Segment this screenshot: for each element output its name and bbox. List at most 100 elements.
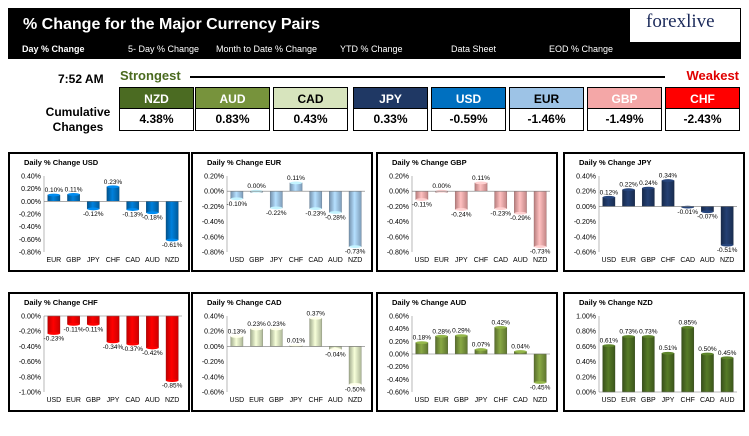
weakest-label: Weakest	[686, 68, 739, 83]
currency-tile-eur: EUR -1.46%	[509, 87, 584, 131]
data-label: 0.13%	[228, 329, 247, 336]
x-tick-label: CHF	[309, 397, 323, 404]
data-label: -0.10%	[227, 201, 248, 208]
bar-cap	[701, 352, 714, 356]
y-tick-label: 0.00%	[204, 189, 224, 196]
y-tick-label: -0.40%	[574, 234, 596, 241]
bar-cap	[642, 186, 655, 190]
data-label: -0.24%	[451, 211, 472, 218]
x-tick-label: GBP	[86, 397, 101, 404]
chart-title: Daily % Change EUR	[207, 158, 282, 167]
bar-cap	[602, 195, 615, 199]
bar-cap	[642, 335, 655, 338]
tab-eod-change[interactable]: EOD % Change	[549, 44, 614, 54]
bar-usd	[47, 315, 61, 334]
data-label: 0.28%	[432, 328, 451, 335]
bar-cap	[721, 356, 734, 360]
data-label: -0.23%	[490, 211, 511, 218]
x-tick-label: CHF	[681, 397, 695, 404]
bar-cap	[474, 348, 488, 351]
x-tick-label: CHF	[289, 257, 303, 264]
bar-cap	[270, 206, 283, 210]
bar-nzd	[348, 346, 362, 385]
data-label: -0.85%	[162, 383, 183, 390]
data-label: -0.11%	[64, 326, 84, 333]
x-tick-label: AUD	[145, 397, 160, 404]
x-tick-label: USD	[601, 397, 616, 404]
bar-cap	[494, 326, 507, 329]
data-label: 0.01%	[287, 338, 306, 345]
data-label: 0.18%	[413, 335, 432, 342]
bar-nzd	[533, 191, 547, 247]
data-label: 0.00%	[247, 183, 266, 190]
bar-cap	[106, 185, 120, 189]
timestamp: 7:52 AM	[58, 72, 104, 86]
currency-change-value: 0.83%	[195, 109, 270, 131]
bar-aud	[146, 315, 159, 349]
chart-title: Daily % Change JPY	[579, 158, 652, 167]
x-tick-label: JPY	[475, 397, 488, 404]
chart-chf: Daily % Change CHF 0.00% -0.20% -0.40% -0.60…	[8, 292, 190, 412]
y-tick-label: -0.40%	[202, 219, 224, 226]
forexlive-logo[interactable]: forexlive	[630, 9, 740, 43]
y-tick-label: -0.40%	[202, 374, 224, 381]
data-label: 0.00%	[432, 183, 451, 190]
y-tick-label: -0.80%	[387, 250, 409, 257]
data-label: 0.42%	[491, 319, 510, 326]
x-tick-label: USD	[414, 257, 429, 264]
tab-ytd[interactable]: YTD % Change	[340, 44, 403, 54]
bar-gbp	[269, 328, 283, 347]
bar-cad	[309, 191, 323, 209]
x-tick-label: NZD	[165, 397, 179, 404]
y-tick-label: -0.60%	[19, 237, 41, 244]
bar-cap	[87, 207, 100, 211]
bar-nzd	[348, 191, 362, 247]
tab-day-change[interactable]: Day % Change	[22, 44, 85, 54]
bar-cap	[329, 348, 342, 351]
tab-bar: Day % Change 5- Day % Change Month to Da…	[8, 42, 741, 59]
bar-cap	[602, 344, 615, 348]
x-tick-label: USD	[601, 257, 616, 264]
bar-cad	[701, 353, 714, 393]
y-tick-label: 0.20%	[389, 174, 409, 181]
data-label: 0.07%	[472, 342, 491, 349]
x-tick-label: AUD	[145, 257, 160, 264]
bar-cap	[349, 245, 362, 249]
bar-cap	[494, 207, 507, 211]
y-tick-label: -0.20%	[19, 329, 41, 336]
y-tick-label: 0.60%	[576, 344, 596, 351]
bar-usd	[415, 342, 429, 355]
y-tick-label: 0.80%	[576, 329, 596, 336]
bar-cap	[534, 245, 547, 249]
bar-cap	[166, 238, 179, 242]
data-label: 0.61%	[600, 338, 619, 345]
data-label: -0.37%	[122, 346, 143, 353]
bar-chf	[309, 318, 323, 347]
y-tick-label: -0.60%	[19, 359, 41, 366]
x-tick-label: CAD	[513, 397, 528, 404]
y-tick-label: 0.00%	[21, 199, 41, 206]
x-tick-label: GBP	[249, 257, 264, 264]
bar-gbp	[641, 336, 655, 393]
x-tick-label: GBP	[641, 397, 656, 404]
bar-cap	[250, 327, 263, 331]
currency-change-value: 4.38%	[119, 109, 194, 131]
data-label: 0.24%	[639, 180, 658, 187]
data-label: -0.45%	[530, 385, 551, 392]
y-tick-label: 0.60%	[389, 314, 409, 321]
data-label: 0.45%	[718, 350, 737, 357]
bar-cap	[289, 181, 303, 185]
tab-data-sheet[interactable]: Data Sheet	[451, 44, 497, 54]
tab-5day-change[interactable]: 5- Day % Change	[128, 44, 200, 54]
chart-jpy: Daily % Change JPY 0.40% 0.20% 0.00% -0.20% -…	[563, 152, 745, 272]
x-tick-label: JPY	[455, 257, 468, 264]
data-label: 0.23%	[104, 179, 123, 186]
data-label: -0.23%	[305, 211, 326, 218]
tab-month-to-date[interactable]: Month to Date % Change	[216, 44, 318, 54]
x-tick-label: USD	[414, 397, 429, 404]
currency-change-value: -1.46%	[509, 109, 584, 131]
bar-eur	[250, 328, 263, 347]
data-label: -0.29%	[510, 215, 531, 222]
bar-cap	[87, 322, 100, 326]
currency-code: GBP	[587, 87, 662, 109]
